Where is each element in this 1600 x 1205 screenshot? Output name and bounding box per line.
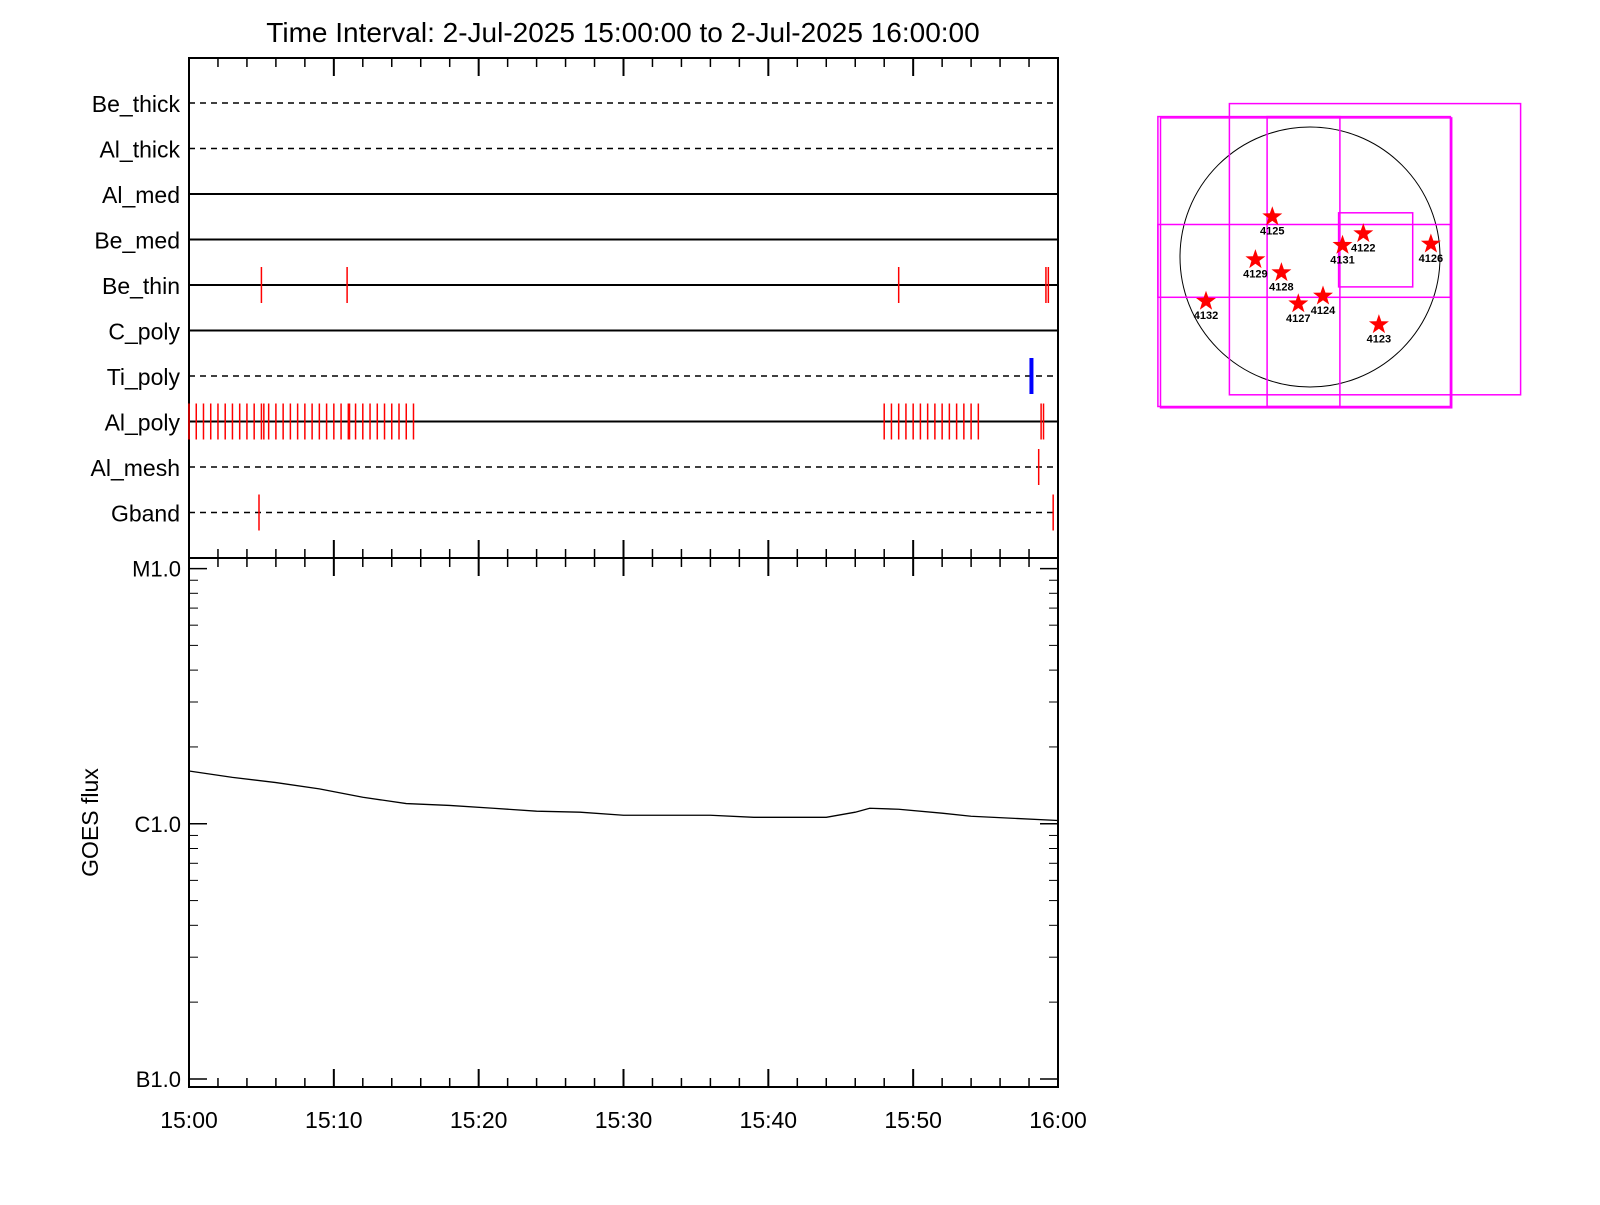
active-region-label: 4131 [1330,254,1354,266]
active-region-marker [1313,285,1333,305]
region-box [1228,102,1522,396]
y-axis-label: GOES flux [77,768,103,877]
row-label: Be_med [94,228,180,254]
row-label: Be_thin [102,273,180,299]
x-tick-label: 15:50 [884,1107,942,1133]
x-tick-label: 15:00 [160,1107,218,1133]
row-label: Al_thick [99,137,180,163]
active-region-marker [1262,206,1283,226]
chart-title: Time Interval: 2-Jul-2025 15:00:00 to 2-… [266,17,979,48]
active-region-marker [1245,249,1266,269]
region-box [1157,115,1452,408]
x-tick-label: 15:20 [450,1107,508,1133]
active-region-label: 4127 [1286,313,1310,325]
x-tick-label: 15:30 [595,1107,653,1133]
goes-flux-line [188,770,1059,822]
active-region-label: 4122 [1351,243,1375,255]
region-box [1266,115,1341,408]
active-region-marker [1288,293,1309,313]
x-tick-label: 15:40 [740,1107,798,1133]
row-label: Be_thick [92,91,181,117]
row-label: Gband [111,501,180,527]
plot-frame [188,557,1059,1088]
row-label: Al_poly [105,410,181,436]
solar-disk [1179,126,1441,388]
active-region-label: 4129 [1243,269,1267,281]
active-region-label: 4123 [1367,334,1391,346]
active-region-marker [1271,262,1292,282]
active-region-label: 4125 [1260,226,1284,238]
active-region-label: 4124 [1311,305,1336,317]
row-label: C_poly [108,319,180,345]
active-region-label: 4128 [1269,282,1293,294]
plot-frame [188,57,1059,559]
region-box [1159,117,1453,409]
row-label: Al_med [102,182,180,208]
active-region-label: 4126 [1419,253,1443,265]
active-region-marker [1332,234,1353,254]
y-tick-label: M1.0 [132,557,181,582]
active-region-label: 4132 [1194,310,1218,322]
active-region-marker [1420,233,1441,253]
region-box [1157,223,1452,299]
x-tick-label: 15:10 [305,1107,363,1133]
x-tick-label: 16:00 [1029,1107,1087,1133]
active-region-marker [1353,223,1374,243]
row-label: Ti_poly [107,364,181,390]
active-region-marker [1368,314,1389,334]
y-tick-label: B1.0 [136,1067,181,1092]
active-region-marker [1196,290,1216,310]
y-tick-label: C1.0 [135,812,181,837]
row-label: Al_mesh [91,455,180,481]
